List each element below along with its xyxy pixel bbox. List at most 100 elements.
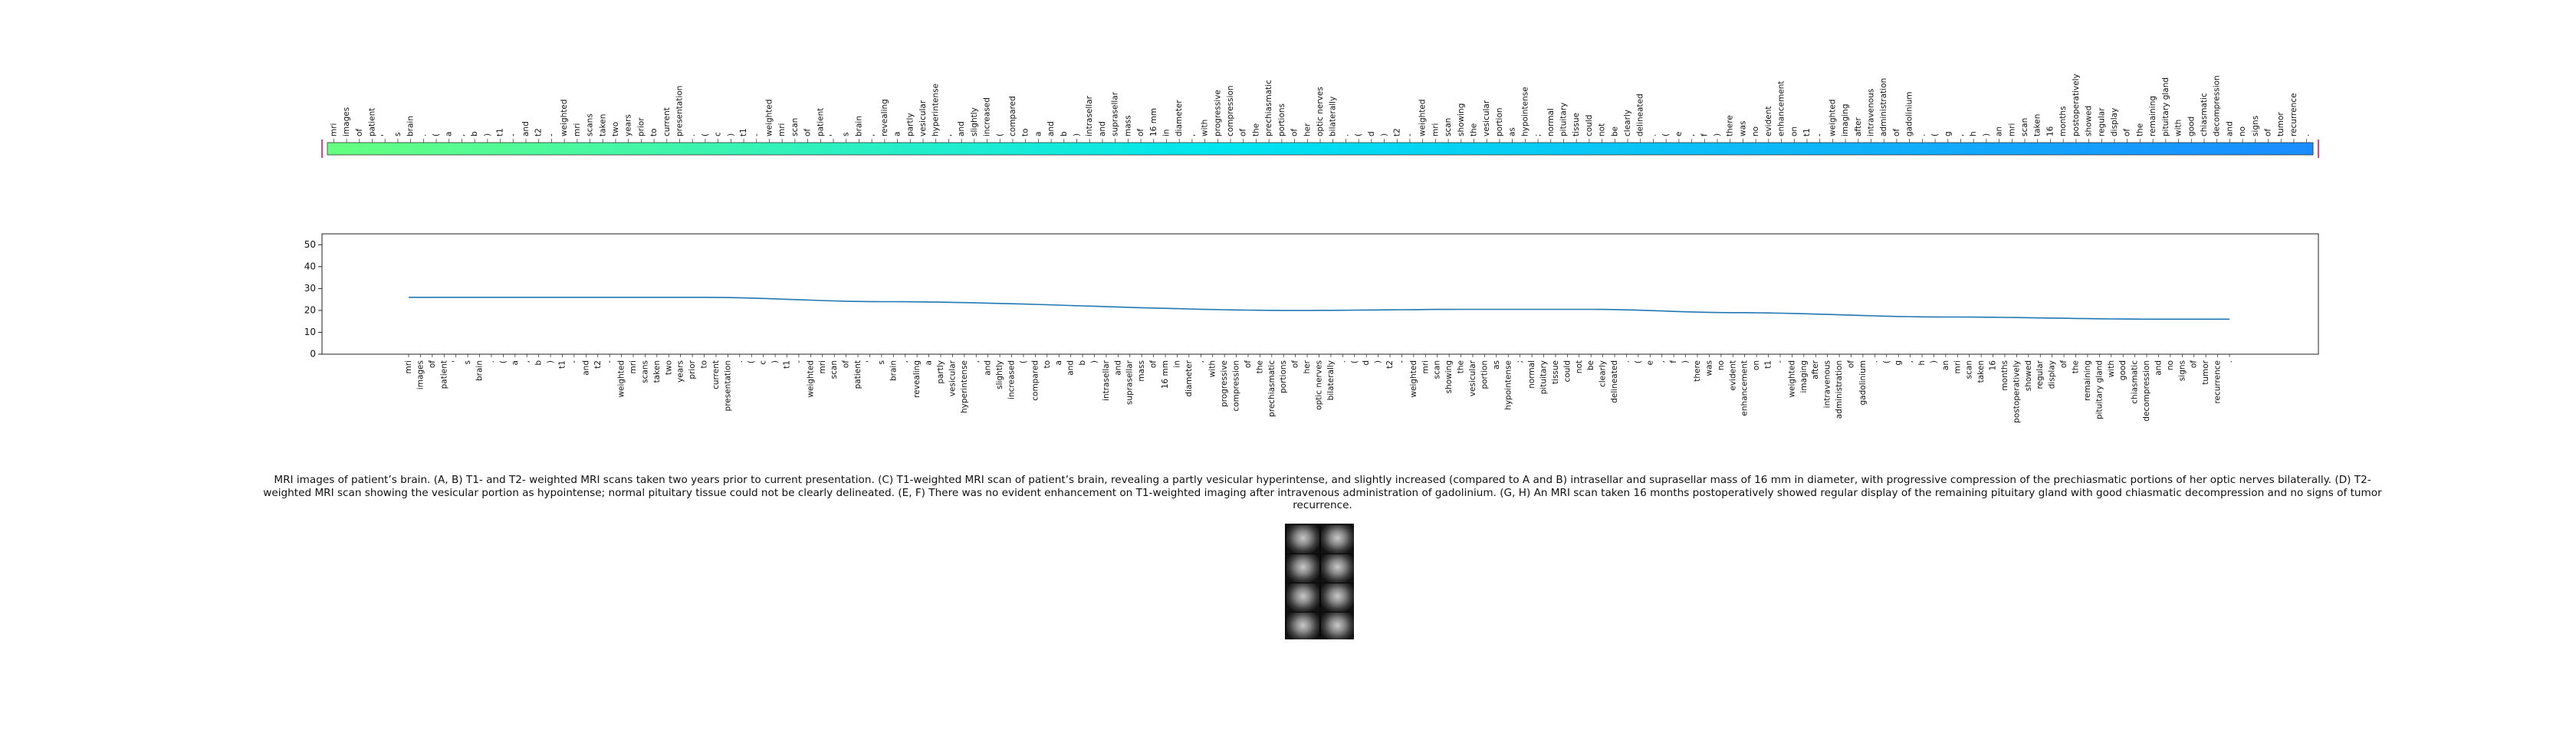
- x-tick-label: suprasellar: [1125, 360, 1135, 405]
- x-tick-label: ,: [1906, 360, 1915, 363]
- heatmap-token-label: -: [752, 133, 761, 136]
- x-tick-label: -: [1776, 360, 1785, 363]
- x-tick-label: enhancement: [1740, 360, 1750, 416]
- x-tick-label: pituitary: [1539, 360, 1549, 394]
- heatmap-token-label: be: [1610, 127, 1619, 136]
- x-tick-label: years: [676, 360, 685, 383]
- x-tick-label: ): [1929, 360, 1938, 363]
- heatmap-token-label: patient: [816, 108, 825, 136]
- heatmap-token-label: g: [1944, 131, 1953, 136]
- x-tick-label: no: [1717, 360, 1726, 370]
- x-tick-label: scan: [1965, 360, 1974, 379]
- heatmap-token-label: weighted: [1418, 99, 1428, 136]
- x-tick-label: ': [866, 360, 875, 363]
- heatmap-token-label: the: [1252, 123, 1261, 136]
- x-tick-label: of: [2190, 360, 2199, 368]
- heatmap-token-label: her: [1303, 123, 1312, 136]
- x-tick-label: -: [605, 360, 614, 363]
- x-tick-label: of: [1291, 360, 1300, 368]
- x-tick-label: decompression: [2142, 360, 2151, 422]
- heatmap-token-label: decompression: [2213, 75, 2222, 136]
- heatmap-token-label: s: [842, 133, 851, 136]
- plot-frame: [321, 233, 2319, 355]
- x-tick-label: imaging: [1799, 360, 1809, 393]
- x-tick-label: after: [1811, 360, 1820, 380]
- heatmap-token-label: optic nerves: [1316, 87, 1325, 136]
- x-tick-label: chiasmatic: [2131, 360, 2140, 404]
- x-tick-label: ): [770, 360, 780, 363]
- heatmap-token-label: an: [1995, 127, 2004, 136]
- x-tick-label: to: [1043, 360, 1052, 369]
- x-tick-label: vesicular: [1468, 360, 1477, 396]
- heatmap-token-label: of: [2123, 129, 2132, 136]
- x-tick-label: .: [487, 360, 496, 363]
- heatmap-token-label: t1: [496, 128, 505, 136]
- heatmap-token-label: scan: [2020, 118, 2029, 136]
- heatmap-token-label: (: [1661, 133, 1671, 136]
- x-tick-label: mri: [629, 360, 638, 373]
- x-tick-label: and: [1066, 360, 1076, 376]
- x-tick-label: hyperintense: [960, 360, 969, 413]
- heatmap-token-label: vesicular: [918, 100, 928, 136]
- heatmap-token-label: pituitary: [1559, 103, 1569, 136]
- heatmap-token-label: c: [714, 132, 723, 136]
- heatmap-token-label: t1: [1802, 128, 1812, 136]
- heatmap-token-label: compared: [1008, 96, 1017, 136]
- heatmap-token-label: on: [1789, 127, 1799, 136]
- y-tick-label: 10: [304, 327, 316, 337]
- heatmap-token-label: enhancement: [1777, 80, 1786, 136]
- heatmap-token-label: h: [1969, 131, 1978, 136]
- x-tick-label: prior: [688, 360, 697, 379]
- heatmap-token-label: of: [803, 129, 813, 136]
- heatmap-token-label: progressive: [1213, 90, 1222, 136]
- heatmap-token-label: was: [1738, 121, 1747, 137]
- x-tick-label: a: [511, 360, 520, 365]
- line-series: [409, 297, 2229, 320]
- heatmap-token-label: .: [419, 134, 428, 136]
- heatmap-token-label: brain: [406, 116, 416, 136]
- heatmap-token-label: taken: [598, 114, 607, 136]
- heatmap-token-label: 16 mm: [1149, 108, 1158, 136]
- y-axis: 0 10 20 30 40 50: [304, 239, 322, 360]
- heatmap-token-label: ,: [458, 134, 467, 136]
- x-tick-label: as: [1492, 360, 1501, 370]
- x-tick-label: .: [2225, 360, 2234, 363]
- x-tick-label: weighted: [806, 360, 815, 398]
- heatmap-token-label: of: [1239, 129, 1248, 136]
- x-tick-label: with: [1208, 360, 1217, 377]
- heatmap-token-label: imaging: [1841, 104, 1850, 136]
- heatmap-token-label: revealing: [880, 99, 889, 136]
- series-line: [409, 297, 2229, 320]
- mri-grid-thumbnail: [1285, 524, 1354, 642]
- x-tick-label: e: [1645, 360, 1654, 365]
- x-tick-label: vesicular: [948, 360, 957, 396]
- heatmap-token-label: .: [2302, 134, 2312, 136]
- x-tick-label: of: [842, 360, 851, 368]
- x-tick-label: delineated: [1610, 360, 1619, 403]
- heatmap-token-label: the: [1470, 123, 1479, 136]
- heatmap-token-label: months: [2058, 106, 2068, 136]
- heatmap-token-label: .: [1341, 134, 1350, 136]
- x-tick-label: slightly: [995, 360, 1004, 389]
- x-tick-label: ): [546, 360, 555, 363]
- x-tick-label: mri: [818, 360, 827, 373]
- heatmap-token-label: s: [393, 133, 402, 136]
- x-tick-label: .: [735, 360, 744, 363]
- x-tick-label: compared: [1030, 360, 1040, 401]
- x-tick-label: t2: [593, 360, 603, 369]
- heatmap-token-label: mri: [573, 123, 582, 136]
- x-tick-label: partly: [936, 360, 945, 384]
- heatmap-token-label: (: [432, 133, 441, 136]
- heatmap-token-label: ): [726, 133, 735, 136]
- x-tick-label: recurrence: [2213, 360, 2223, 404]
- heatmap-ticks: [334, 139, 2307, 143]
- heatmap-token-label: no: [2238, 127, 2247, 136]
- x-tick-label: of: [1847, 360, 1856, 368]
- x-tick-label: remaining: [2083, 360, 2092, 401]
- x-tick-label: brain: [889, 360, 898, 381]
- heatmap-token-label: ,: [1957, 134, 1966, 136]
- heatmap-token-label: display: [2110, 108, 2119, 136]
- x-tick-label: scan: [1433, 360, 1442, 379]
- heatmap-token-label: ': [380, 134, 389, 136]
